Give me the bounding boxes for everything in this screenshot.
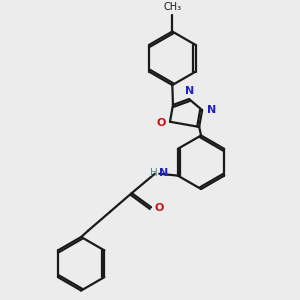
Text: H: H — [150, 168, 158, 178]
Text: N: N — [185, 86, 194, 97]
Text: CH₃: CH₃ — [163, 2, 182, 12]
Text: N: N — [159, 168, 169, 178]
Text: O: O — [155, 203, 164, 213]
Text: N: N — [207, 105, 216, 115]
Text: O: O — [156, 118, 166, 128]
